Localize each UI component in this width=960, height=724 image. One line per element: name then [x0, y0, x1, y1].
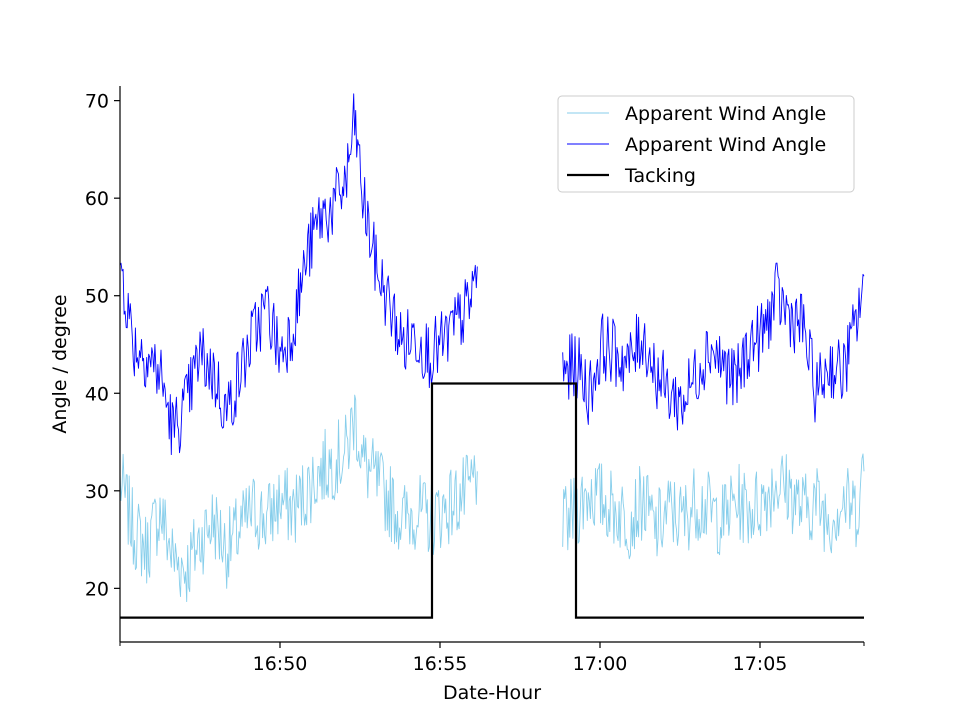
y-tick-label: 40: [85, 383, 109, 405]
legend-entries: Apparent Wind Angle Apparent Wind Angle Ta…: [567, 103, 826, 187]
x-axis-label: Date-Hour: [443, 682, 541, 704]
y-tick-label: 50: [85, 286, 109, 308]
legend: Apparent Wind Angle Apparent Wind Angle Ta…: [557, 95, 855, 193]
y-tick-label: 20: [85, 578, 109, 600]
legend-label: Apparent Wind Angle: [625, 134, 826, 156]
x-ticks: 16:50 16:55 17:00 17:05: [119, 642, 865, 675]
series-line-1-segment-2: [562, 453, 865, 560]
y-tick-label: 30: [85, 481, 109, 503]
y-ticks: 20 30 40 50 60 70: [85, 91, 120, 600]
legend-box: [557, 95, 855, 193]
plot-lines: [119, 93, 865, 619]
legend-label: Tacking: [624, 165, 696, 187]
y-tick-label: 60: [85, 188, 109, 210]
legend-label: Apparent Wind Angle: [625, 103, 826, 125]
x-tick-label: 17:05: [733, 653, 788, 675]
x-tick-label: 17:00: [573, 653, 628, 675]
series-line-tacking: [120, 382, 864, 619]
series-line-2-segment-2: [562, 262, 865, 431]
x-tick-label: 16:50: [253, 653, 308, 675]
series-line-1-segment-1: [119, 394, 478, 603]
series-line-2-segment-1: [119, 93, 478, 456]
x-tick-label: 16:55: [413, 653, 468, 675]
y-tick-label: 70: [85, 91, 109, 113]
y-axis-label: Angle / degree: [49, 294, 71, 433]
